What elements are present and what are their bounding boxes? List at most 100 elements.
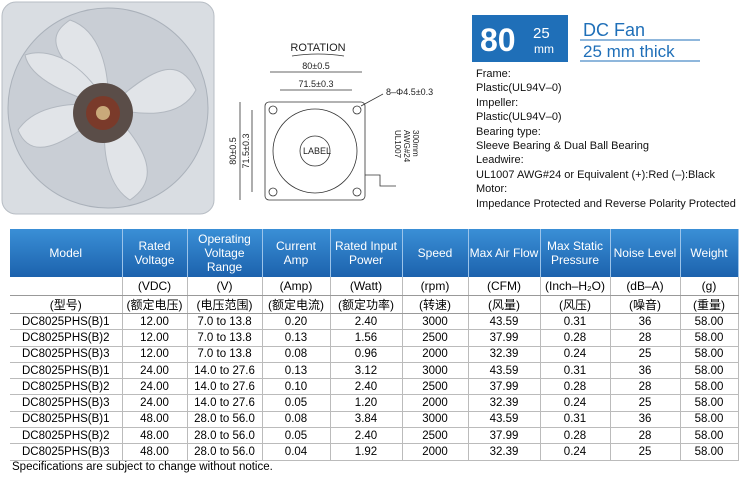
- dimension: 80±0.5: [228, 137, 238, 164]
- column-header: Operating Voltage Range: [187, 229, 263, 277]
- data-cell: 14.0 to 27.6: [187, 394, 263, 412]
- data-cell: 24.00: [122, 362, 188, 380]
- spec-line: Frame:: [476, 68, 511, 80]
- data-cell: 58.00: [680, 313, 739, 331]
- column-header: Speed: [402, 229, 469, 277]
- data-cell: 24.00: [122, 394, 188, 412]
- data-row: DC8025PHS(B)2 24.00 14.0 to 27.6 0.10 2.40 25…: [10, 378, 739, 396]
- spec-line: Plastic(UL94V–0): [476, 82, 562, 95]
- data-cell: 3000: [402, 362, 469, 380]
- wire-spec: UL1007: [393, 130, 402, 159]
- dimension: 80±0.5: [302, 61, 329, 71]
- dimension: 71.5±0.3: [241, 134, 251, 169]
- data-cell: 58.00: [680, 329, 739, 347]
- data-cell: 37.99: [468, 427, 541, 445]
- data-cell: 0.10: [262, 378, 331, 396]
- data-cell: 0.24: [540, 443, 611, 461]
- data-row: DC8025PHS(B)3 12.00 7.0 to 13.8 0.08 0.96 200…: [10, 346, 739, 363]
- data-cell: 48.00: [122, 427, 188, 445]
- data-cell: 43.59: [468, 313, 541, 331]
- data-cell: 0.04: [262, 443, 331, 461]
- data-cell: 28: [610, 378, 681, 396]
- data-cell: DC8025PHS(B)2: [10, 427, 123, 445]
- data-cell: 32.39: [468, 443, 541, 461]
- data-cell: 2.40: [330, 313, 403, 331]
- cn-cell: (噪音): [610, 295, 681, 314]
- spec-line: Bearing type:: [476, 125, 541, 138]
- data-cell: 0.08: [262, 411, 331, 429]
- data-cell: 14.0 to 27.6: [187, 378, 263, 396]
- cn-cell: (型号): [10, 295, 123, 314]
- column-header: Current Amp: [262, 229, 331, 277]
- spec-line: UL1007 AWG#24 or Equivalent (+):Red (–):…: [476, 168, 715, 181]
- data-cell: 0.28: [540, 329, 611, 347]
- data-cell: 1.92: [330, 443, 403, 461]
- data-cell: 48.00: [122, 411, 188, 429]
- data-cell: 0.13: [262, 329, 331, 347]
- data-cell: 58.00: [680, 362, 739, 380]
- data-cell: 0.24: [540, 346, 611, 363]
- cn-cell: (风量): [468, 295, 541, 314]
- mechanical-drawing: [239, 53, 396, 201]
- unit-cell: (VDC): [122, 277, 188, 296]
- data-cell: 48.00: [122, 443, 188, 461]
- data-cell: 2000: [402, 394, 469, 412]
- data-cell: 0.24: [540, 394, 611, 412]
- cn-cell: (转速): [402, 295, 469, 314]
- data-cell: 58.00: [680, 346, 739, 363]
- data-cell: 0.05: [262, 394, 331, 412]
- data-cell: 2500: [402, 427, 469, 445]
- wire-spec: AWG#24: [402, 130, 411, 163]
- unit-cell: (g): [680, 277, 739, 296]
- spec-line: Sleeve Bearing & Dual Ball Bearing: [476, 140, 650, 153]
- data-cell: 0.08: [262, 346, 331, 363]
- data-row: DC8025PHS(B)2 12.00 7.0 to 13.8 0.13 1.56 250…: [10, 329, 739, 347]
- dimension: 8–Φ4.5±0.3: [386, 87, 433, 97]
- data-cell: 58.00: [680, 443, 739, 461]
- unit-cell: (Watt): [330, 277, 403, 296]
- rotation-label: ROTATION: [290, 42, 345, 54]
- data-cell: 28: [610, 427, 681, 445]
- data-cell: 0.31: [540, 313, 611, 331]
- data-cell: 2000: [402, 346, 469, 363]
- spec-line: Leadwire:: [476, 154, 524, 167]
- column-header: Max Static Pressure: [540, 229, 611, 277]
- data-cell: DC8025PHS(B)1: [10, 362, 123, 380]
- data-cell: 32.39: [468, 394, 541, 412]
- data-cell: 0.05: [262, 427, 331, 445]
- data-cell: 7.0 to 13.8: [187, 313, 263, 331]
- unit-row: (VDC) (V) (Amp) (Watt) (rpm) (CFM) (Inch–H₂O)(…: [10, 277, 739, 296]
- data-cell: 7.0 to 13.8: [187, 346, 263, 363]
- unit-cell: (CFM): [468, 277, 541, 296]
- data-cell: DC8025PHS(B)3: [10, 394, 123, 412]
- data-cell: 12.00: [122, 313, 188, 331]
- unit-cell: [10, 277, 123, 296]
- data-cell: 2.40: [330, 427, 403, 445]
- data-cell: 0.20: [262, 313, 331, 331]
- data-cell: 58.00: [680, 378, 739, 396]
- unit-cell: (V): [187, 277, 263, 296]
- column-header: Model: [10, 229, 123, 277]
- spec-list: Frame: Plastic(UL94V–0) Impeller: Plastic(U…: [476, 67, 736, 211]
- cn-cell: (重量): [680, 295, 739, 314]
- fan-photo: [1, 1, 215, 215]
- column-header: Rated Input Power: [330, 229, 403, 277]
- title: DC Fan: [583, 20, 645, 40]
- data-cell: 25: [610, 394, 681, 412]
- data-cell: 25: [610, 346, 681, 363]
- data-cell: DC8025PHS(B)1: [10, 313, 123, 331]
- data-cell: 28: [610, 329, 681, 347]
- data-cell: 0.96: [330, 346, 403, 363]
- data-cell: 2000: [402, 443, 469, 461]
- data-cell: 58.00: [680, 394, 739, 412]
- column-header: Noise Level: [610, 229, 681, 277]
- data-cell: 2500: [402, 378, 469, 396]
- data-cell: 36: [610, 362, 681, 380]
- data-cell: 0.13: [262, 362, 331, 380]
- data-cell: 58.00: [680, 427, 739, 445]
- data-cell: 24.00: [122, 378, 188, 396]
- data-cell: 0.28: [540, 378, 611, 396]
- data-cell: 14.0 to 27.6: [187, 362, 263, 380]
- cn-cell: (风压): [540, 295, 611, 314]
